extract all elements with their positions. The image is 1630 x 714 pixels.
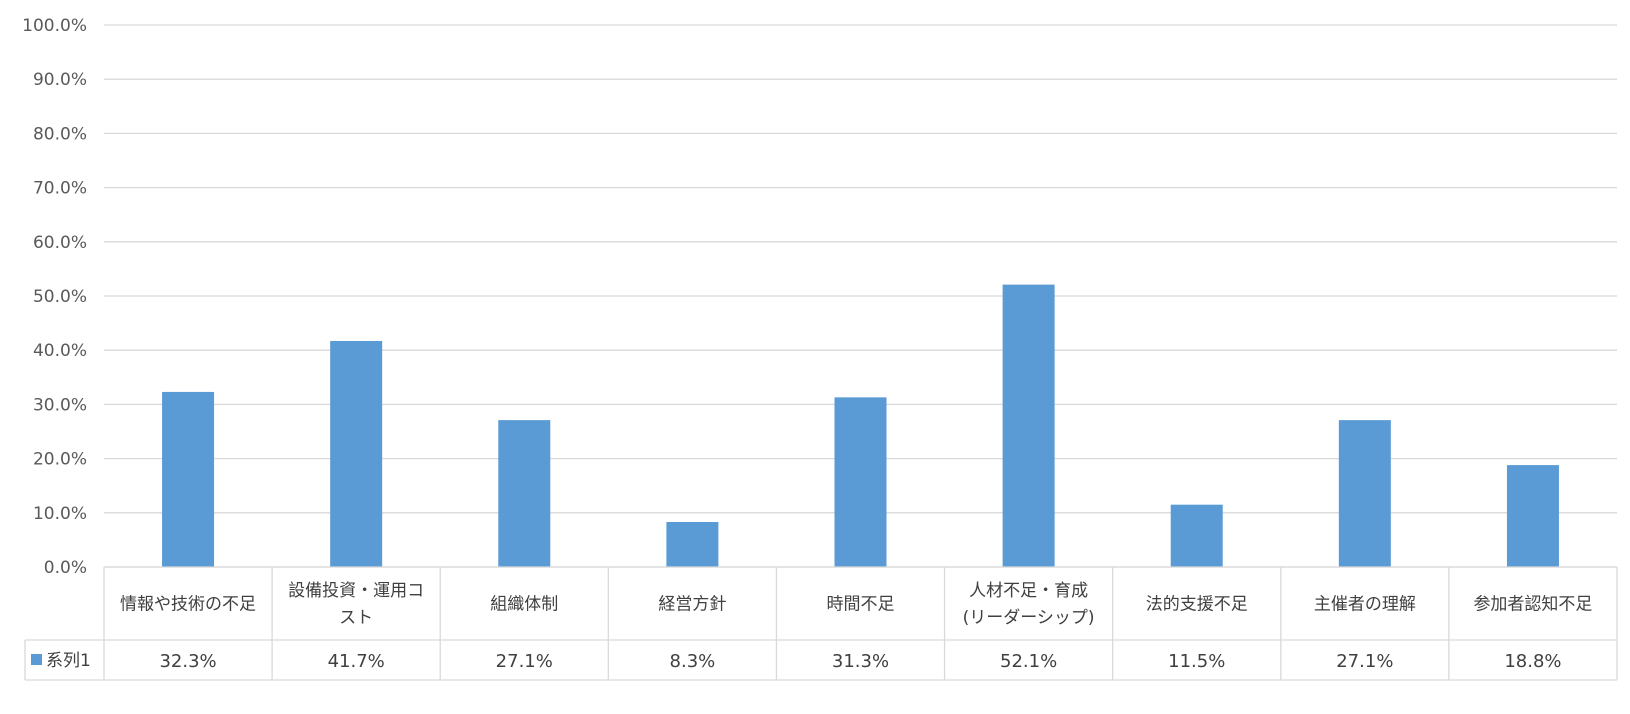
y-tick-label: 30.0% — [33, 395, 87, 415]
bar — [1002, 284, 1055, 567]
bars — [162, 284, 1559, 567]
category-label: 参加者認知不足 — [1473, 595, 1592, 615]
y-tick-label: 60.0% — [33, 233, 87, 253]
bar — [834, 397, 887, 567]
category-label: 法的支援不足 — [1146, 595, 1248, 615]
bar — [162, 391, 215, 567]
value-label: 27.1% — [496, 651, 553, 672]
y-tick-label: 20.0% — [33, 450, 87, 470]
category-label: 情報や技術の不足 — [120, 595, 256, 615]
y-tick-label: 70.0% — [33, 179, 87, 199]
category-label: 組織体制 — [490, 595, 558, 615]
y-tick-label: 90.0% — [33, 70, 87, 90]
bar — [498, 420, 551, 567]
bar — [1506, 465, 1559, 567]
y-tick-label: 10.0% — [33, 504, 87, 524]
value-label: 27.1% — [1336, 651, 1393, 672]
category-label: (リーダーシップ) — [963, 608, 1095, 628]
y-tick-label: 100.0% — [22, 16, 87, 36]
legend-label: 系列1 — [46, 651, 91, 671]
category-label: 経営方針 — [658, 595, 726, 615]
y-tick-label: 40.0% — [33, 341, 87, 361]
category-label: 主催者の理解 — [1314, 595, 1416, 615]
bar — [1338, 420, 1391, 567]
legend-swatch — [31, 654, 42, 665]
category-label: 設備投資・運用コ — [288, 581, 424, 601]
y-tick-label: 50.0% — [33, 287, 87, 307]
value-label: 52.1% — [1000, 651, 1057, 672]
value-label: 31.3% — [832, 651, 889, 672]
category-label: 人材不足・育成 — [969, 581, 1088, 601]
value-label: 32.3% — [159, 651, 216, 672]
value-label: 11.5% — [1168, 651, 1225, 672]
y-tick-label: 0.0% — [44, 558, 87, 578]
category-label: 時間不足 — [827, 595, 895, 615]
value-label: 41.7% — [328, 651, 385, 672]
category-label: スト — [339, 608, 373, 628]
bar — [1170, 504, 1223, 567]
y-tick-label: 80.0% — [33, 124, 87, 144]
bar — [330, 340, 383, 567]
value-label: 18.8% — [1504, 651, 1561, 672]
value-label: 8.3% — [670, 651, 716, 672]
bar — [666, 522, 719, 567]
y-axis-tick-labels: 0.0% 10.0% 20.0% 30.0% 40.0% 50.0% 60.0% 70.0% 8… — [22, 16, 87, 578]
